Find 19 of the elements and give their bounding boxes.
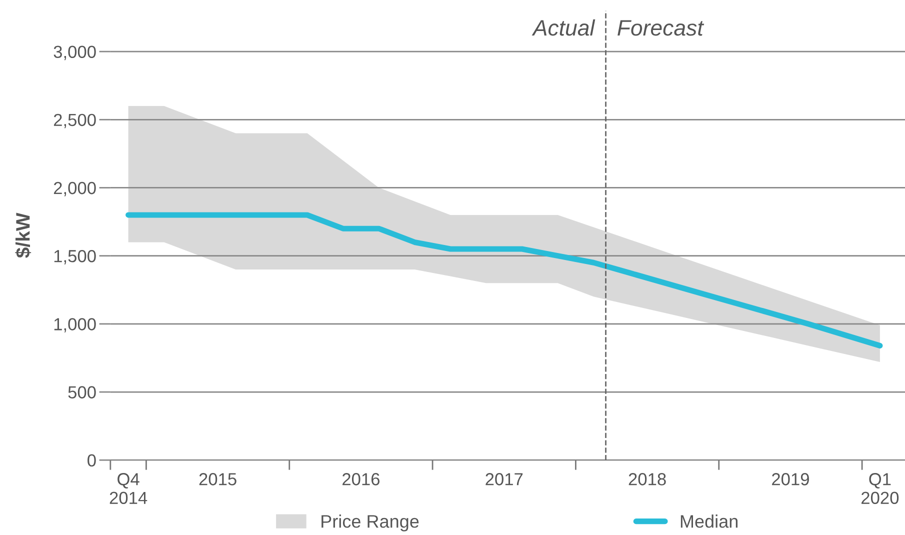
y-tick-label: 1,000: [54, 318, 96, 332]
legend-label: Median: [680, 514, 738, 528]
y-tick-label: 2,500: [54, 114, 96, 128]
x-tick-label: Q1 2020: [862, 473, 899, 504]
annotation: Actual: [532, 19, 596, 36]
y-tick-label: 3,000: [54, 46, 96, 60]
x-tick-label: 2019: [772, 473, 809, 486]
x-tick-label: 2016: [342, 473, 380, 486]
x-tick-label: 2018: [628, 473, 666, 486]
y-tick-label: 1,500: [54, 250, 96, 264]
x-tick-label: 2017: [486, 473, 523, 486]
y-tick-label: 500: [68, 386, 96, 398]
x-tick-label: Q4 2014: [110, 473, 148, 504]
x-tick-label: 2015: [199, 473, 236, 486]
y-tick-label: 0: [88, 454, 96, 467]
annotation: Forecast: [618, 20, 704, 36]
y-tick-label: 2,000: [54, 182, 96, 196]
legend-label: Price Range: [322, 514, 419, 532]
y-axis-title: $/kW: [15, 212, 32, 258]
